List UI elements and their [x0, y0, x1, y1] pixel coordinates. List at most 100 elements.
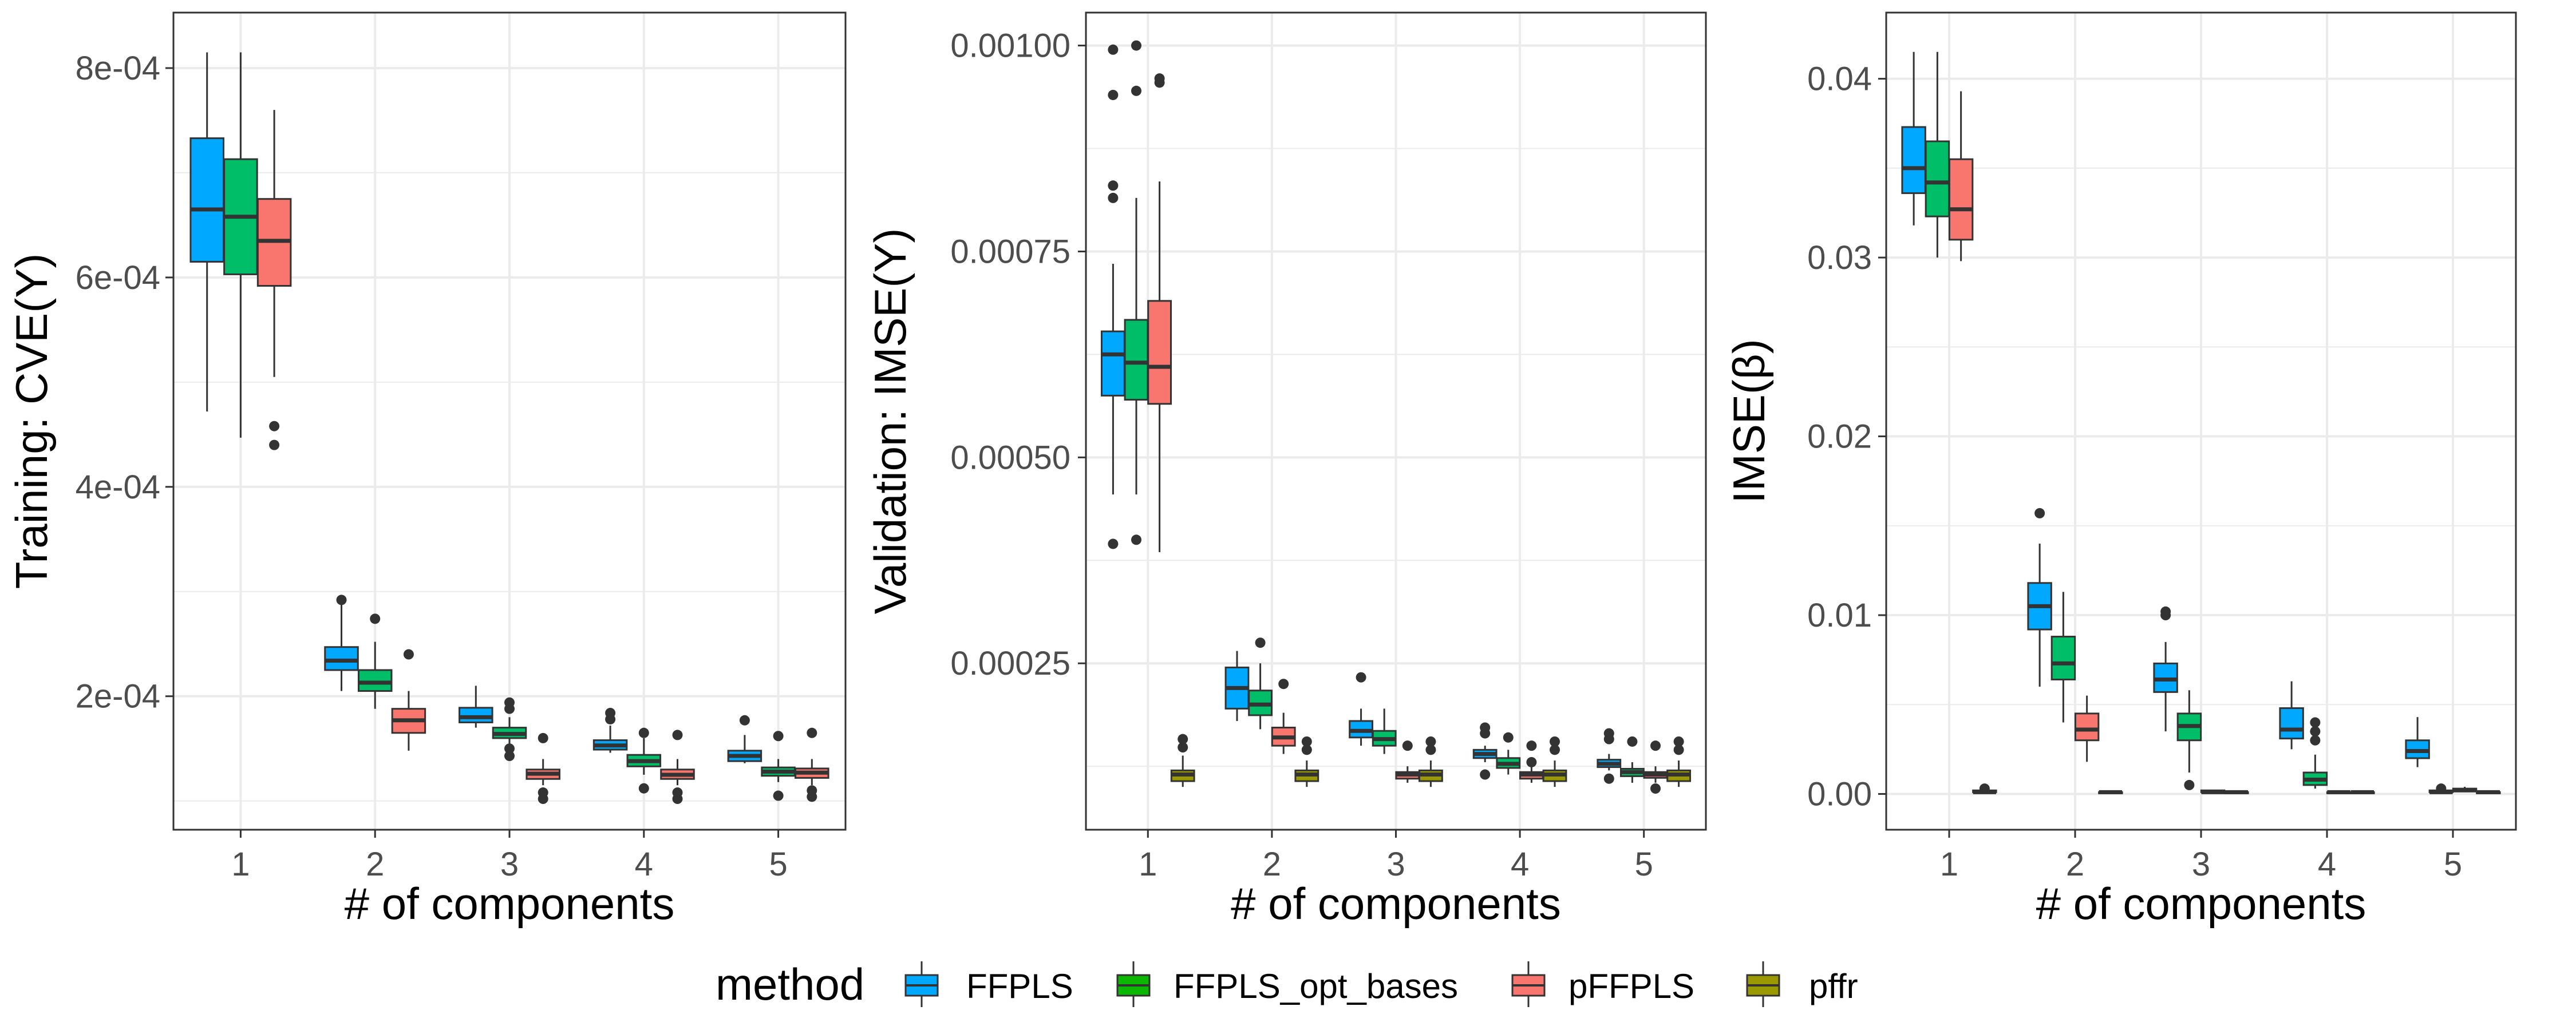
outlier-point [2310, 735, 2321, 746]
x-tick-label: 4 [635, 846, 653, 883]
outlier-point [1627, 736, 1638, 747]
box-body [459, 707, 493, 723]
box-pffpls-5 [2452, 787, 2478, 793]
outlier-point [1650, 783, 1661, 794]
y-tick-label: 0.00100 [950, 27, 1070, 65]
box-pffr-1 [1972, 783, 1997, 794]
y-tick-label: 0.02 [1807, 418, 1872, 455]
outlier-point [1673, 736, 1684, 747]
outlier-point [605, 708, 616, 718]
outlier-point [2034, 508, 2045, 518]
outlier-point [1480, 769, 1491, 780]
y-tick-label: 0.00 [1807, 776, 1872, 813]
x-axis-title: # of components [1231, 878, 1561, 929]
box-pffr-3 [2224, 790, 2249, 794]
outlier-point [1108, 192, 1119, 203]
y-tick-label: 0.00025 [950, 645, 1070, 682]
legend-label-ffpls-opt-bases: FFPLS_opt_bases [1174, 967, 1458, 1005]
box-pffr-5 [2476, 790, 2501, 794]
box-ffpls-1 [189, 52, 224, 412]
outlier-point [773, 731, 784, 742]
panels: 2e-04 4e-04 6e-04 8e-04 1 2 3 4 5 # of components… [6, 11, 2517, 929]
box-ffpls-opt-bases-5 [1619, 736, 1645, 783]
box-ffpls-opt-bases-4 [2302, 717, 2328, 789]
outlier-point [1301, 744, 1312, 755]
outlier-point [1108, 44, 1119, 55]
box-pffr-2 [2098, 790, 2123, 794]
box-ffpls-opt-bases-3 [2176, 690, 2202, 790]
y-tick-label: 2e-04 [76, 678, 160, 715]
x-tick-label: 1 [1139, 846, 1157, 883]
box-ffpls-5 [2405, 717, 2430, 767]
outlier-point [638, 727, 649, 738]
outlier-point [773, 790, 784, 801]
outlier-point [370, 613, 381, 624]
box-pffr-5 [1666, 736, 1692, 787]
outlier-point [1650, 740, 1661, 751]
outlier-point [1356, 672, 1366, 683]
y-tick-label: 0.03 [1807, 239, 1872, 276]
box-pffpls-1 [1147, 73, 1172, 552]
outlier-point [504, 743, 515, 754]
outlier-point [739, 715, 750, 726]
box-pffpls-5 [795, 727, 829, 802]
outlier-point [1480, 722, 1491, 733]
outlier-point [1402, 740, 1413, 751]
x-tick-label: 1 [231, 846, 250, 883]
outlier-point [2310, 717, 2321, 728]
x-tick-label: 4 [1511, 846, 1529, 883]
outlier-point [538, 732, 548, 743]
x-tick-label: 2 [366, 846, 384, 883]
legend-item-ffpls-opt-bases: FFPLS_opt_bases [1116, 961, 1458, 1007]
box-pffr-4 [1542, 736, 1567, 787]
outlier-point [1526, 756, 1537, 767]
box-body [2279, 707, 2304, 740]
legend-item-ffpls: FFPLS [904, 961, 1073, 1007]
legend-item-pffpls: pFFPLS [1511, 961, 1694, 1007]
box-ffpls-opt-bases-4 [1496, 732, 1521, 775]
box-ffpls-5 [1597, 728, 1622, 784]
x-tick-label: 1 [1940, 846, 1958, 883]
box-pffr-2 [1294, 736, 1319, 787]
box-pffr-4 [2350, 790, 2375, 794]
outlier-point [1301, 736, 1312, 747]
box-ffpls-1 [1100, 44, 1125, 549]
y-tick-label: 4e-04 [76, 469, 160, 506]
panel-2: 0.00025 0.00050 0.00075 0.00100 1 2 3 4 5 # of co… [865, 11, 1707, 929]
y-tick-label: 0.01 [1807, 597, 1872, 634]
box-ffpls-opt-bases-5 [761, 731, 796, 801]
box-ffpls-4 [1472, 722, 1498, 780]
box-ffpls-opt-bases-3 [1372, 708, 1397, 754]
outlier-point [504, 697, 515, 708]
box-pffpls-4 [1519, 740, 1544, 783]
x-tick-label: 3 [2192, 846, 2210, 883]
box-pffpls-2 [1271, 679, 1296, 754]
outlier-point [1425, 744, 1436, 755]
outlier-point [1550, 744, 1560, 755]
outlier-point [1603, 728, 1614, 739]
box-ffpls-3 [1349, 672, 1373, 746]
outlier-point [672, 730, 683, 740]
box-body [189, 137, 224, 263]
outlier-point [1131, 534, 1141, 545]
box-ffpls-2 [1224, 651, 1250, 721]
legend-label-pffpls: pFFPLS [1568, 967, 1694, 1005]
outlier-point [1673, 744, 1684, 755]
outlier-point [1154, 73, 1165, 84]
x-tick-label: 2 [1263, 846, 1281, 883]
outlier-point [1603, 773, 1614, 784]
outlier-point [2184, 779, 2195, 790]
panel-1: 2e-04 4e-04 6e-04 8e-04 1 2 3 4 5 # of components… [6, 11, 847, 929]
legend: method FFPLS FFPLS_opt_bases pFFPLS pffr [716, 959, 1858, 1009]
y-tick-label: 0.04 [1807, 61, 1872, 98]
outlier-point [1178, 742, 1188, 753]
outlier-point [1108, 89, 1119, 100]
outlier-point [538, 787, 548, 798]
outlier-point [336, 595, 347, 605]
outlier-point [1503, 732, 1514, 743]
box-ffpls-3 [2153, 606, 2178, 732]
outlier-point [504, 751, 515, 762]
outlier-point [269, 439, 280, 450]
legend-item-pffr: pffr [1746, 961, 1858, 1007]
